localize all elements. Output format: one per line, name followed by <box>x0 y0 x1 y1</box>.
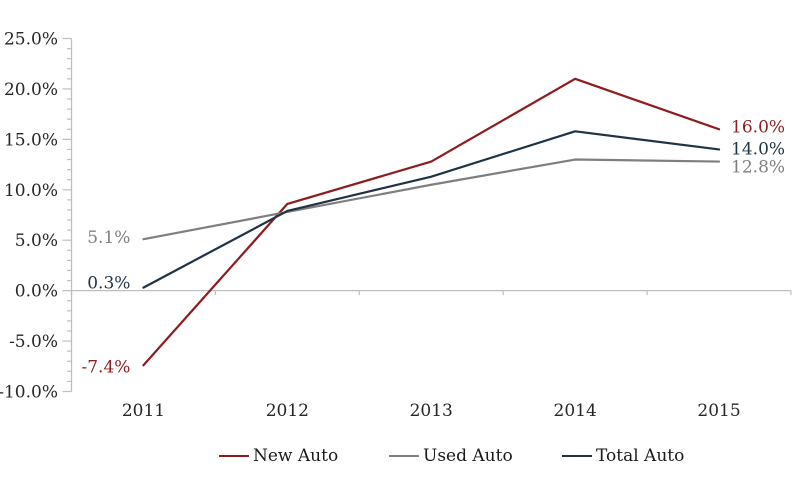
legend: New Auto Used Auto Total Auto <box>0 446 800 468</box>
y-tick-label: -5.0% <box>9 332 58 352</box>
data-label-start-used-auto: 5.1% <box>87 228 130 248</box>
data-label-start-total-auto: 0.3% <box>87 274 130 294</box>
total-auto-line-swatch <box>562 454 592 458</box>
y-tick-label: 25.0% <box>4 30 58 50</box>
x-tick-label: 2014 <box>554 401 597 421</box>
y-tick-label: 10.0% <box>4 181 58 201</box>
legend-label-total-auto: Total Auto <box>596 446 685 466</box>
data-label-start-new-auto: -7.4% <box>82 357 131 377</box>
x-tick-label: 2013 <box>410 401 453 421</box>
series-line-total-auto <box>142 130 721 289</box>
y-tick-label: 5.0% <box>15 231 58 251</box>
x-tick-label: 2012 <box>266 401 309 421</box>
x-tick-label: 2011 <box>122 401 165 421</box>
series-line-new-auto <box>142 77 721 367</box>
y-tick-label: 20.0% <box>4 80 58 100</box>
legend-label-used-auto: Used Auto <box>423 446 513 466</box>
legend-item-new-auto: New Auto <box>219 446 338 466</box>
data-label-end-used-auto: 12.8% <box>731 158 785 178</box>
data-label-end-total-auto: 14.0% <box>731 139 785 159</box>
legend-label-new-auto: New Auto <box>253 446 339 466</box>
x-tick-label: 2015 <box>697 401 740 421</box>
y-tick-label: 15.0% <box>4 130 58 150</box>
y-tick-label: 0.0% <box>15 282 58 302</box>
data-label-end-new-auto: 16.0% <box>731 117 785 137</box>
new-auto-line-swatch <box>219 454 249 458</box>
legend-item-total-auto: Total Auto <box>562 446 684 466</box>
series-line-used-auto <box>142 158 721 241</box>
used-auto-line-swatch <box>389 454 419 458</box>
y-tick-label: -10.0% <box>0 383 58 403</box>
legend-item-used-auto: Used Auto <box>389 446 513 466</box>
